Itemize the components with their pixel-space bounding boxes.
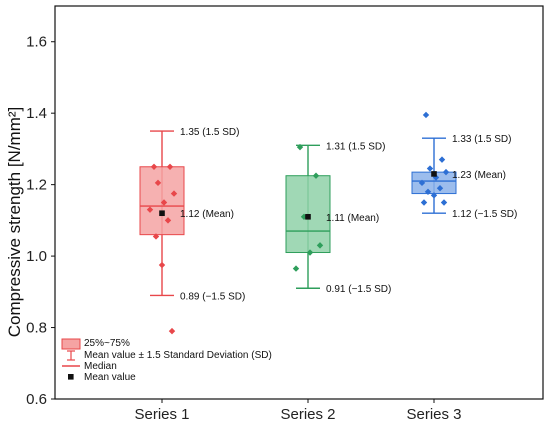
plot-frame [54,5,544,400]
annotation-mean: 1.11 (Mean) [326,213,379,224]
interquartile-box [139,166,185,236]
annotation-high: 1.35 (1.5 SD) [180,127,239,138]
annotation-high: 1.33 (1.5 SD) [452,134,511,145]
data-point [440,199,448,206]
data-point [158,261,166,269]
data-point [296,143,304,151]
data-point [418,179,426,187]
data-point [168,327,176,335]
y-tick-label: 1.6 [26,34,47,51]
data-point [424,188,432,195]
mean-marker [305,213,311,220]
y-tick-label: 1.2 [26,177,47,194]
data-point [166,163,174,170]
box-series-3: 1.33 (1.5 SD) 1.23 (Mean) 1.12 (−1.5 SD) [411,111,517,220]
annotation-mean: 1.23 (Mean) [452,170,506,181]
data-point [432,174,440,181]
legend: 25%~75%Mean value ± 1.5 Standard Deviati… [61,338,272,383]
annotation-low: 0.89 (−1.5 SD) [180,291,245,302]
data-point [436,185,444,192]
data-point [420,199,428,206]
data-point [150,163,158,170]
mean-marker [431,171,437,177]
y-tick-label: 0.8 [26,320,47,337]
data-point [422,111,430,119]
y-axis-title: Compressive strength [N/mm²] [5,107,24,338]
data-point [170,190,178,197]
y-tick-label: 1.4 [26,105,47,122]
data-point [160,199,168,206]
y-axis-ticks: 0.6 0.8 1.0 1.2 1.4 1.6 [26,34,55,408]
data-point [442,168,450,176]
data-point [316,242,324,249]
annotation-high: 1.31 (1.5 SD) [326,141,385,152]
data-point [430,192,438,199]
data-point [312,172,320,179]
x-tick-label: Series 1 [134,406,189,423]
box-series-group: 1.35 (1.5 SD)1.12 (Mean)0.89 (−1.5 SD)1.… [139,111,517,335]
box-series-2: 1.31 (1.5 SD) 1.11 (Mean) 0.91 (−1.5 SD) [285,141,391,295]
data-point [306,249,314,256]
data-point [146,206,154,213]
legend-swatch-box [61,338,81,350]
y-tick-label: 0.6 [26,391,47,408]
legend-label: Mean value ± 1.5 Standard Deviation (SD) [84,350,272,361]
data-point [164,217,172,224]
x-axis-ticks: Series 1 Series 2 Series 3 [134,399,462,423]
legend-label: 25%~75% [84,338,130,349]
legend-swatch-mean [68,374,74,380]
box-series-1: 1.35 (1.5 SD) 1.12 (Mean) 0.89 (−1.5 SD) [139,127,245,335]
x-tick-label: Series 3 [406,406,461,423]
annotation-low: 0.91 (−1.5 SD) [326,284,391,295]
data-point [426,165,434,172]
y-tick-label: 1.0 [26,248,47,265]
x-tick-label: Series 2 [280,406,335,423]
legend-label: Mean value [84,372,136,383]
data-point [438,156,446,163]
annotation-low: 1.12 (−1.5 SD) [452,209,517,220]
data-point [154,179,162,187]
mean-marker [159,210,165,217]
data-point [152,233,160,240]
legend-label: Median [84,361,117,372]
annotation-mean: 1.12 (Mean) [180,209,234,220]
data-point [292,265,300,272]
